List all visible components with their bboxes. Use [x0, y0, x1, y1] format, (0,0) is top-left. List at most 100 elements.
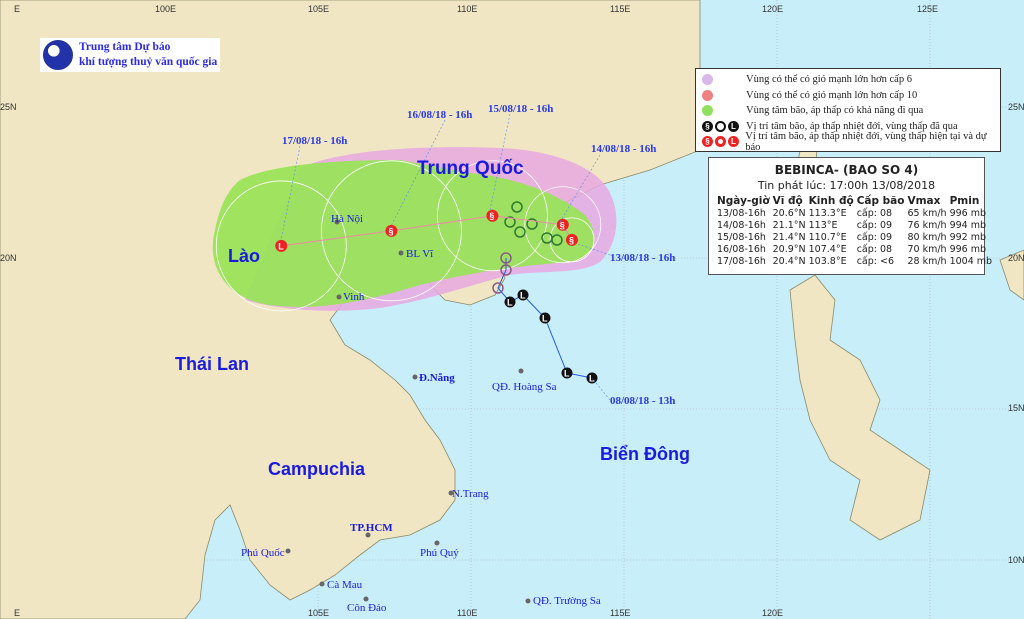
land-east-border — [999, 249, 1024, 301]
table-cell: 992 mb — [949, 232, 987, 243]
table-cell: 113.3°E — [808, 208, 847, 219]
legend-item: Vùng tâm bão, áp thấp có khả năng đi qua — [702, 103, 1000, 119]
legend-item: Vùng có thể có gió mạnh lớn hơn cấp 6 — [702, 72, 1000, 88]
past-low-marker — [561, 367, 573, 379]
past-low-marker — [504, 296, 516, 308]
label-cambodia: Campuchia — [268, 459, 366, 479]
low-forecast-icon: L — [728, 136, 739, 148]
place-hcm: TP.HCM — [350, 522, 393, 534]
ktvn-logo-icon — [43, 40, 73, 70]
low-letter: L — [278, 241, 284, 251]
table-cell: 20.9°N — [772, 244, 806, 255]
table-cell: cấp: 09 — [856, 220, 893, 231]
place-con-dao: Côn Đảo — [347, 602, 387, 614]
typhoon-symbol: § — [388, 226, 393, 236]
legend-label: Vùng có thể có gió mạnh lớn hơn cấp 6 — [746, 74, 912, 86]
place-nha-trang: N.Trang — [452, 488, 489, 500]
table-cell: 13/08-16h — [717, 208, 766, 219]
lilac-circle-icon — [702, 74, 713, 86]
past-depression-marker — [551, 234, 563, 246]
low-past-icon: L — [728, 120, 739, 132]
forecast-radius-circles — [215, 160, 602, 312]
tick-bottom: 115E — [610, 608, 630, 618]
red-circle-icon — [702, 89, 713, 101]
tick-bottom: E — [14, 608, 20, 618]
forecast-radius-circle — [437, 160, 548, 272]
table-cell: 1004 mb — [949, 256, 993, 267]
table-cell: cấp: 08 — [856, 244, 893, 255]
tick-top: 115E — [610, 4, 630, 14]
table-cell: 76 km/h — [907, 220, 947, 231]
table-cell: 80 km/h — [907, 232, 947, 243]
typhoon-symbol: § — [569, 235, 574, 245]
tick-right: 25N — [1008, 102, 1024, 112]
table-cell: cấp: 09 — [856, 232, 893, 243]
low-letter: L — [564, 369, 570, 379]
legend-item: § L Vị trí tâm bão, áp thấp nhiệt đới, vùn… — [702, 119, 1000, 135]
tick-left: 20N — [0, 253, 17, 263]
forecast-typhoon-marker — [486, 209, 499, 222]
table-cell: 17/08-16h — [717, 256, 766, 267]
place-phu-quoc: Phú Quốc — [241, 547, 285, 559]
low-letter: L — [507, 298, 513, 308]
forecast-typhoon-marker — [385, 224, 398, 237]
table-cell: 996 mb — [949, 244, 987, 255]
past-depression-marker — [500, 252, 512, 264]
column-header: Vĩ độ — [772, 195, 803, 207]
org-name-line2: khí tượng thuỷ văn quốc gia — [79, 56, 218, 68]
forecast-low-marker — [275, 239, 288, 252]
column-header: Cấp bão — [856, 195, 905, 207]
tick-left: 25N — [0, 102, 17, 112]
label-leader-line — [591, 377, 611, 401]
place-hoang-sa: QĐ. Hoàng Sa — [492, 381, 557, 393]
tick-bottom: 105E — [308, 608, 329, 618]
table-row: 16/08-16h 20.9°N 107.4°E cấp: 08 70 km/h 996 … — [717, 244, 995, 256]
land-philippines — [789, 274, 931, 541]
low-letter: L — [520, 291, 526, 301]
table-row: 17/08-16h 20.4°N 103.8°E cấp: <6 28 km/h 1004… — [717, 256, 995, 268]
table-cell: 14/08-16h — [717, 220, 766, 231]
past-depression-marker — [514, 226, 526, 238]
tick-bottom: 120E — [762, 608, 783, 618]
table-row: 14/08-16h 21.1°N 113°E cấp: 09 76 km/h 994 mb — [717, 220, 995, 232]
depression-past-icon — [715, 120, 726, 132]
tick-right: 15N — [1008, 403, 1024, 413]
depression-forecast-icon — [715, 136, 726, 148]
tick-bottom: 110E — [457, 608, 477, 618]
column-header: Vmax — [907, 195, 941, 207]
typhoon-forecast-icon: § — [702, 136, 713, 148]
typhoon-symbol: § — [489, 211, 494, 221]
low-letter: L — [542, 314, 548, 324]
legend-label: Vị trí tâm bão, áp thấp nhiệt đới, vùng … — [745, 130, 987, 153]
table-cell: 113°E — [808, 220, 838, 231]
date-label: 17/08/18 - 16h — [282, 135, 347, 147]
forecast-table: Ngày-giờ Vĩ độ Kinh độ Cấp bão Vmax Pmin 13/0… — [717, 195, 995, 268]
typhoon-past-icon: § — [702, 120, 713, 132]
label-leader-line — [489, 113, 511, 211]
past-depression-marker — [492, 282, 504, 294]
tick-top: 100E — [155, 4, 176, 14]
legend-label: Vùng có thể có gió mạnh lớn hơn cấp 10 — [746, 89, 918, 101]
table-cell: 107.4°E — [808, 244, 847, 255]
date-label: 13/08/18 - 16h — [610, 252, 675, 264]
place-markers — [285, 219, 531, 604]
label-east-sea: Biển Đông — [600, 444, 690, 464]
place-phu-quy: Phú Quý — [420, 547, 459, 559]
legend-label: Vị trí tâm bão, áp thấp nhiệt đới, vùng … — [746, 120, 958, 132]
date-label: 16/08/18 - 16h — [407, 109, 472, 121]
table-cell: 110.7°E — [808, 232, 847, 243]
tick-top: 105E — [308, 4, 329, 14]
label-laos: Lào — [228, 246, 260, 266]
map-legend: Vùng có thể có gió mạnh lớn hơn cấp 6 Vù… — [695, 68, 1001, 153]
tick-top: E — [14, 4, 20, 14]
legend-item: § L Vị trí tâm bão, áp thấp nhiệt đới, vùn… — [702, 130, 1000, 153]
past-depression-marker — [500, 264, 512, 276]
tick-top: 110E — [457, 4, 477, 14]
table-cell: 20.4°N — [772, 256, 806, 267]
axis-ticks: E 100E 105E 110E 115E 120E 125E E 105E 1… — [0, 4, 1024, 618]
place-da-nang: Đ.Nẵng — [419, 372, 455, 384]
storm-title: BEBINCA- (BAO SO 4) — [774, 163, 919, 177]
table-cell: 103.8°E — [808, 256, 847, 267]
table-cell: 28 km/h — [907, 256, 947, 267]
